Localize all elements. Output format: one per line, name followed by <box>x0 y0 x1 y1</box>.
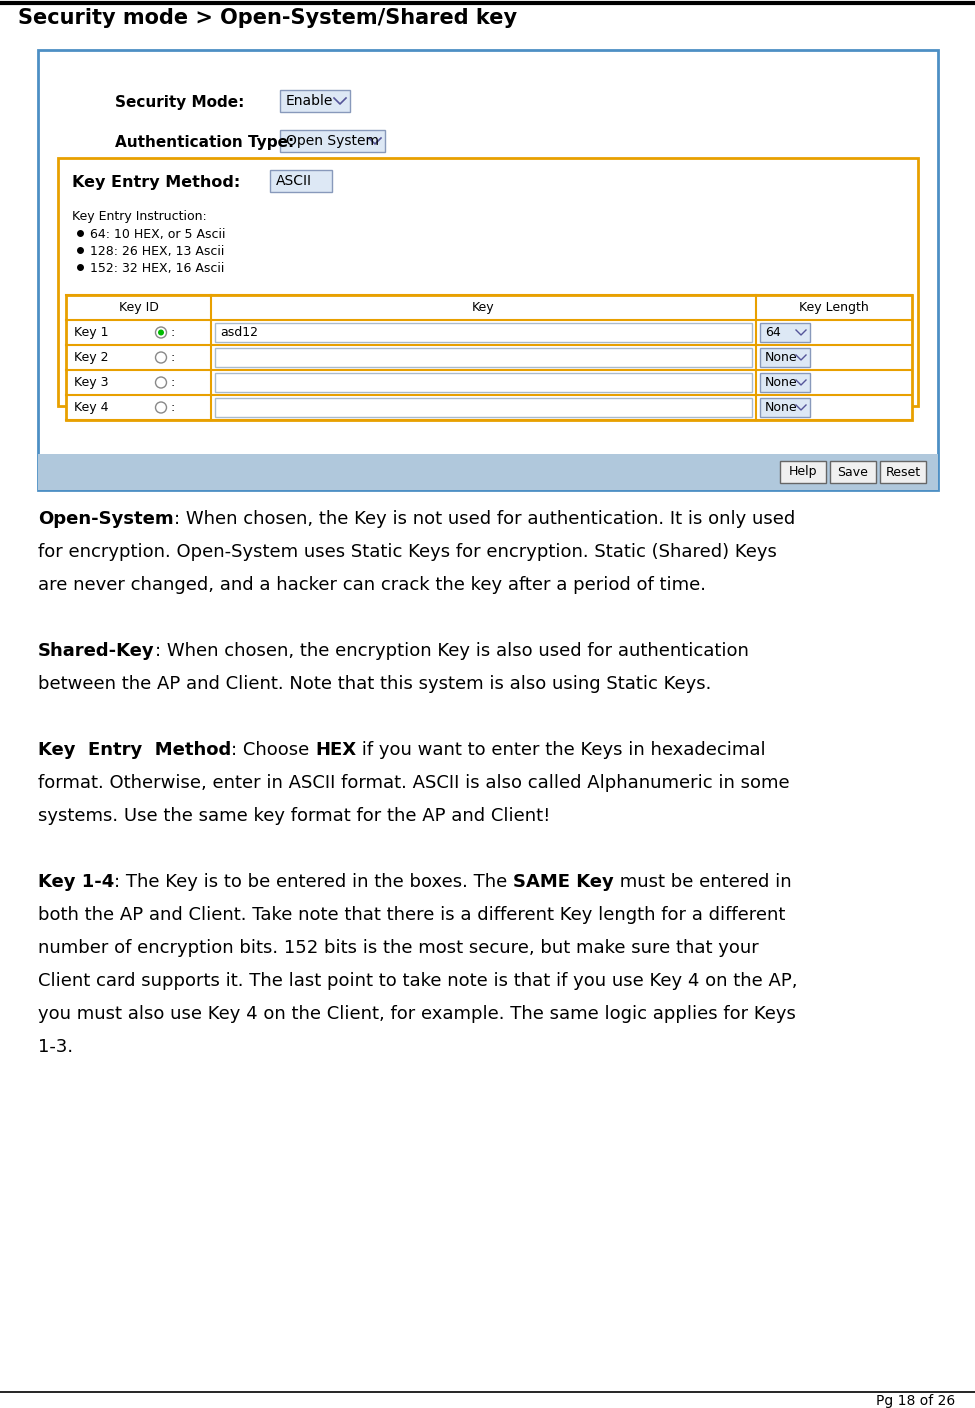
Text: None: None <box>765 401 798 414</box>
Text: Pg 18 of 26: Pg 18 of 26 <box>876 1394 955 1408</box>
Text: :: : <box>170 376 175 389</box>
Text: Open-System: Open-System <box>38 510 174 528</box>
Text: must be entered in: must be entered in <box>614 873 792 891</box>
Text: are never changed, and a hacker can crack the key after a period of time.: are never changed, and a hacker can crac… <box>38 576 706 594</box>
Bar <box>780 460 826 483</box>
Text: Key Length: Key Length <box>800 301 869 314</box>
Text: Help: Help <box>789 466 817 479</box>
Text: you must also use Key 4 on the Client, for example. The same logic applies for K: you must also use Key 4 on the Client, f… <box>38 1005 796 1024</box>
Text: systems. Use the same key format for the AP and Client!: systems. Use the same key format for the… <box>38 807 550 825</box>
Text: 128: 26 HEX, 13 Ascii: 128: 26 HEX, 13 Ascii <box>90 245 224 258</box>
Circle shape <box>158 329 164 335</box>
Text: asd12: asd12 <box>220 327 258 339</box>
Text: Key: Key <box>472 301 494 314</box>
Text: :: : <box>170 401 175 414</box>
Text: Key ID: Key ID <box>119 301 158 314</box>
Text: Key 3: Key 3 <box>74 376 108 389</box>
Bar <box>280 90 350 113</box>
Text: 1-3.: 1-3. <box>38 1038 73 1056</box>
Text: Key 1: Key 1 <box>74 327 108 339</box>
Bar <box>66 296 912 420</box>
Bar <box>58 158 918 406</box>
Text: between the AP and Client. Note that this system is also using Static Keys.: between the AP and Client. Note that thi… <box>38 674 712 693</box>
Bar <box>215 322 752 342</box>
Text: Key  Entry  Method: Key Entry Method <box>38 741 231 759</box>
Text: None: None <box>765 351 798 365</box>
Text: Shared-Key: Shared-Key <box>38 642 155 660</box>
Text: ASCII: ASCII <box>276 175 312 189</box>
Text: 64: 10 HEX, or 5 Ascii: 64: 10 HEX, or 5 Ascii <box>90 228 225 241</box>
Bar <box>760 348 810 367</box>
Bar <box>38 453 938 490</box>
Text: 64: 64 <box>765 327 781 339</box>
Bar <box>38 51 938 490</box>
Text: : The Key is to be entered in the boxes. The: : The Key is to be entered in the boxes.… <box>114 873 513 891</box>
Bar <box>760 322 810 342</box>
Bar <box>215 348 752 367</box>
Text: 152: 32 HEX, 16 Ascii: 152: 32 HEX, 16 Ascii <box>90 262 224 275</box>
Text: Reset: Reset <box>885 466 920 479</box>
Text: number of encryption bits. 152 bits is the most secure, but make sure that your: number of encryption bits. 152 bits is t… <box>38 939 759 957</box>
Text: Open System: Open System <box>286 134 379 148</box>
Text: Save: Save <box>838 466 869 479</box>
Text: both the AP and Client. Take note that there is a different Key length for a dif: both the AP and Client. Take note that t… <box>38 905 786 924</box>
Text: Key 4: Key 4 <box>74 401 108 414</box>
Text: Client card supports it. The last point to take note is that if you use Key 4 on: Client card supports it. The last point … <box>38 972 798 990</box>
Text: Security mode > Open-System/Shared key: Security mode > Open-System/Shared key <box>18 8 517 28</box>
Bar <box>280 130 385 152</box>
Text: SAME Key: SAME Key <box>513 873 614 891</box>
Text: : When chosen, the encryption Key is also used for authentication: : When chosen, the encryption Key is als… <box>155 642 749 660</box>
Text: HEX: HEX <box>315 741 357 759</box>
Bar <box>880 460 926 483</box>
Text: : When chosen, the Key is not used for authentication. It is only used: : When chosen, the Key is not used for a… <box>174 510 795 528</box>
Text: :: : <box>170 351 175 365</box>
Bar <box>215 398 752 417</box>
Text: : Choose: : Choose <box>231 741 315 759</box>
Text: if you want to enter the Keys in hexadecimal: if you want to enter the Keys in hexadec… <box>357 741 766 759</box>
Bar <box>760 398 810 417</box>
Text: Key Entry Method:: Key Entry Method: <box>72 175 240 190</box>
Text: None: None <box>765 376 798 389</box>
Text: Authentication Type:: Authentication Type: <box>115 135 294 151</box>
Text: for encryption. Open-System uses Static Keys for encryption. Static (Shared) Key: for encryption. Open-System uses Static … <box>38 543 777 560</box>
Text: Key 2: Key 2 <box>74 351 108 365</box>
Text: Key Entry Instruction:: Key Entry Instruction: <box>72 210 207 222</box>
Text: Enable: Enable <box>286 94 333 108</box>
Bar <box>760 373 810 391</box>
Text: :: : <box>170 327 175 339</box>
Bar <box>830 460 876 483</box>
Bar <box>215 373 752 391</box>
Text: Key 1-4: Key 1-4 <box>38 873 114 891</box>
Bar <box>270 170 332 191</box>
Text: Security Mode:: Security Mode: <box>115 94 245 110</box>
Text: format. Otherwise, enter in ASCII format. ASCII is also called Alphanumeric in s: format. Otherwise, enter in ASCII format… <box>38 774 790 791</box>
